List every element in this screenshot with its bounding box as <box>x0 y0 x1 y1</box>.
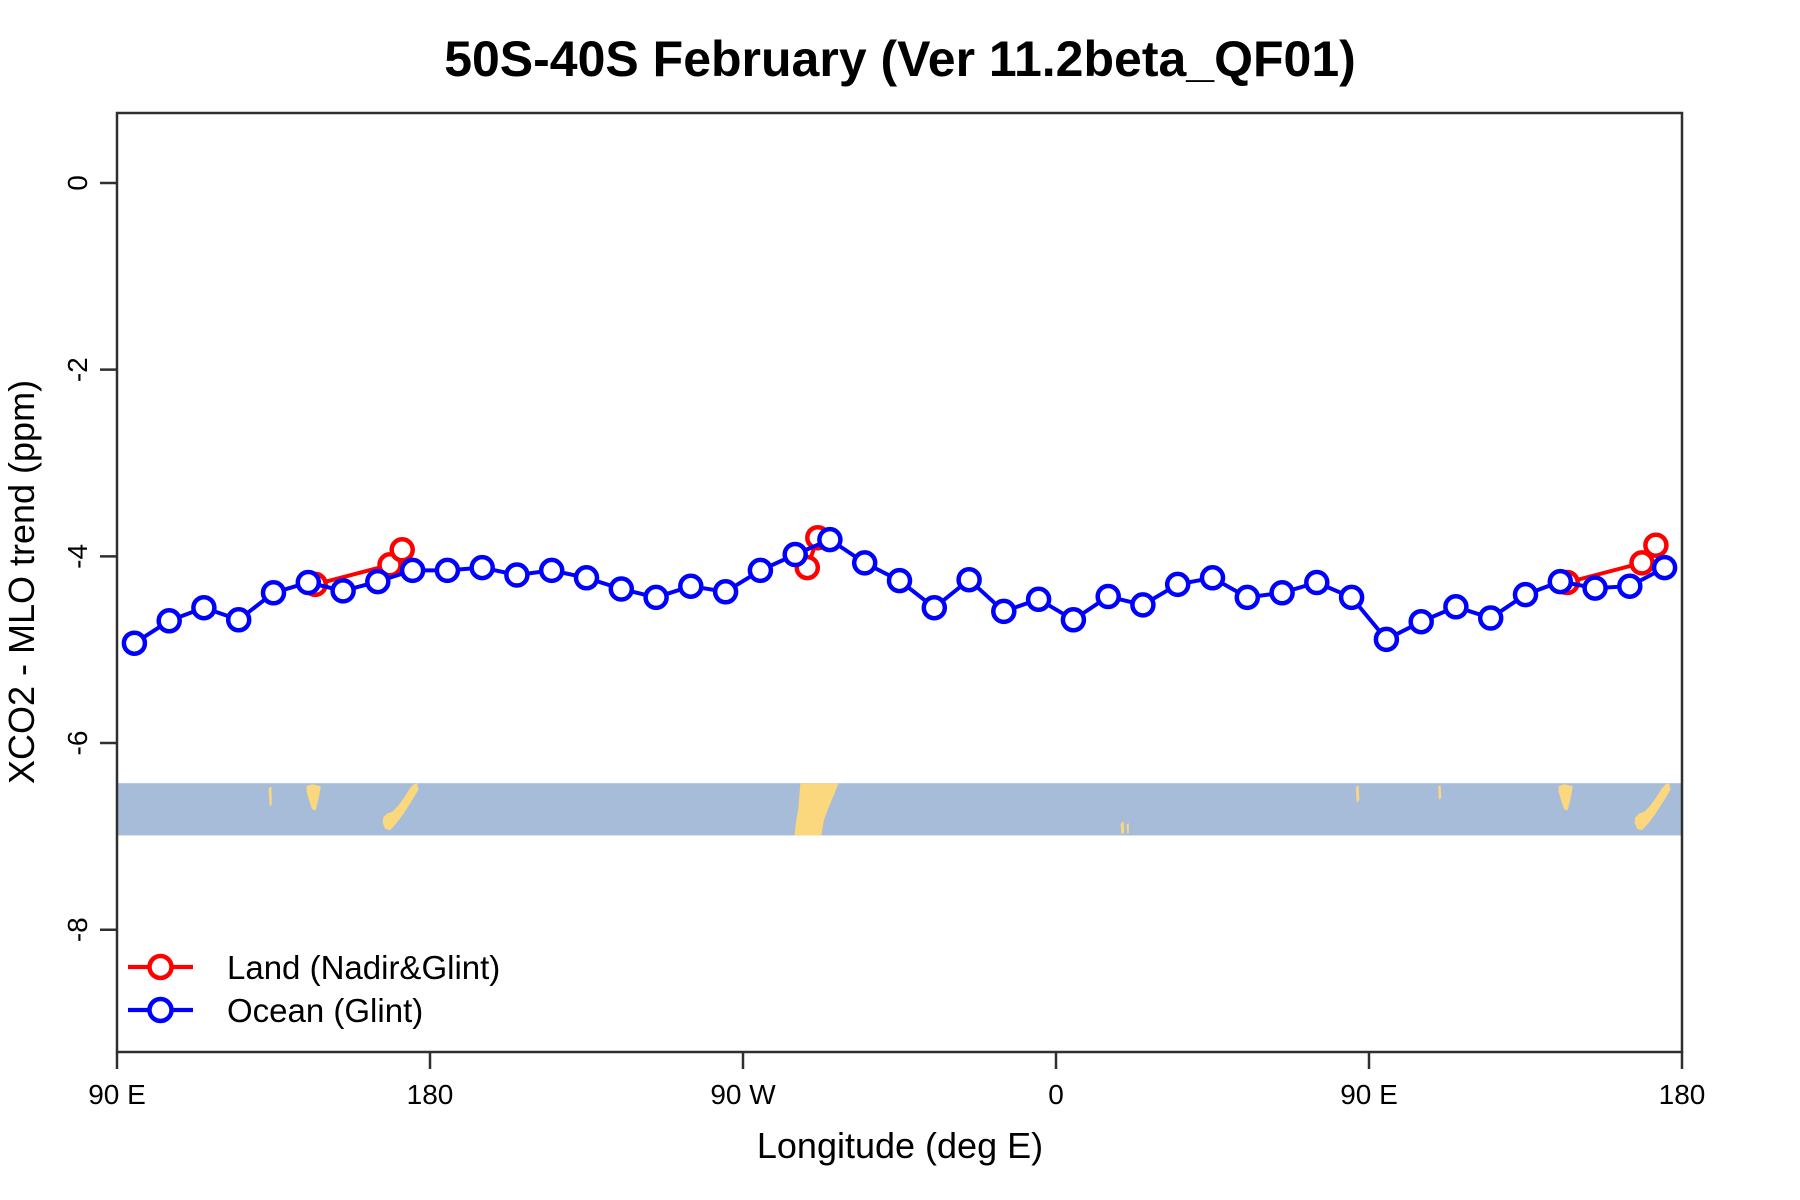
data-point <box>121 630 148 656</box>
data-point <box>678 573 704 599</box>
land-shape-south-america <box>794 783 839 836</box>
data-point <box>295 569 322 596</box>
plot-box <box>115 111 1684 1054</box>
data-point <box>504 562 530 588</box>
data-point <box>1095 583 1121 610</box>
land-shape-islet-d <box>1355 785 1360 803</box>
data-point <box>365 568 391 595</box>
series-ocean <box>121 526 1678 656</box>
legend: Land (Nadir&Glint) Ocean (Glint) <box>128 949 500 1029</box>
land-shape-islet-c <box>1126 822 1129 834</box>
data-point <box>782 541 808 568</box>
y-tick-label: -6 <box>62 731 93 756</box>
map-strip <box>117 783 1682 836</box>
data-point <box>1164 571 1191 598</box>
legend-label: Ocean (Glint) <box>227 992 423 1029</box>
legend-item: Ocean (Glint) <box>128 992 423 1029</box>
land-shape-islet-a <box>268 786 272 807</box>
map-strip-land <box>268 783 1671 836</box>
land-shape-new-zealand <box>382 783 419 831</box>
x-tick-label: 180 <box>407 1079 454 1110</box>
data-point <box>469 554 495 581</box>
data-series <box>121 524 1678 656</box>
legend-label: Land (Nadir&Glint) <box>227 949 500 986</box>
data-point <box>1547 568 1574 595</box>
data-point <box>817 526 843 553</box>
land-shape-islet-e <box>1438 785 1442 800</box>
axes: 90 E 180 90 W 0 90 E 180 0 -2 -4 -6 -8 <box>62 175 1705 1110</box>
data-point <box>434 557 461 584</box>
data-point <box>991 598 1017 625</box>
data-point <box>1338 584 1365 611</box>
x-tick-label: 90 W <box>710 1079 776 1110</box>
data-point <box>389 537 415 563</box>
data-point <box>747 557 774 584</box>
data-point <box>399 557 426 584</box>
land-shape-new-zealand-2 <box>1634 783 1671 831</box>
legend-marker <box>147 953 174 981</box>
y-tick-label: 0 <box>62 175 93 191</box>
data-point <box>573 565 600 591</box>
legend-item: Land (Nadir&Glint) <box>128 949 500 986</box>
data-point <box>156 608 182 634</box>
data-point <box>1408 608 1434 635</box>
data-point <box>538 557 565 584</box>
data-point <box>608 576 635 602</box>
data-point <box>956 566 982 593</box>
data-point <box>225 607 252 633</box>
x-tick-label: 180 <box>1659 1079 1706 1110</box>
data-point <box>1477 605 1504 631</box>
data-point <box>1617 573 1643 599</box>
data-point <box>1512 581 1539 608</box>
data-point <box>1269 580 1295 606</box>
data-point <box>1199 565 1226 591</box>
data-point <box>1304 569 1330 596</box>
data-point <box>1130 592 1156 618</box>
data-point <box>1443 594 1469 620</box>
land-shape-tasmania <box>306 784 321 811</box>
data-point <box>1582 575 1608 601</box>
data-point <box>1025 586 1052 613</box>
land-shape-tasmania-2 <box>1558 784 1573 811</box>
data-point <box>1629 550 1655 576</box>
data-point <box>260 580 287 606</box>
data-point <box>1373 626 1400 653</box>
data-point <box>1643 532 1669 558</box>
data-point <box>1060 607 1087 633</box>
map-strip-ocean <box>117 783 1682 836</box>
data-point <box>643 584 669 611</box>
y-axis-label: XCO2 - MLO trend (ppm) <box>1 380 42 784</box>
x-tick-label: 90 E <box>1340 1079 1398 1110</box>
data-point <box>330 578 356 604</box>
legend-marker <box>147 996 174 1024</box>
data-point <box>886 567 913 594</box>
series-land <box>302 524 1669 598</box>
y-tick-label: -4 <box>62 544 93 569</box>
data-point <box>712 579 739 605</box>
data-point <box>1651 554 1678 581</box>
y-tick-label: -2 <box>62 357 93 382</box>
data-point <box>1234 584 1261 611</box>
data-point <box>851 550 878 576</box>
x-tick-label: 0 <box>1048 1079 1064 1110</box>
y-tick-label: -8 <box>62 917 93 942</box>
data-point <box>191 594 217 621</box>
data-point <box>921 594 948 621</box>
chart-title: 50S-40S February (Ver 11.2beta_QF01) <box>444 31 1356 87</box>
land-shape-islet-b <box>1120 820 1125 835</box>
x-tick-label: 90 E <box>88 1079 146 1110</box>
x-axis-label: Longitude (deg E) <box>757 1125 1043 1166</box>
